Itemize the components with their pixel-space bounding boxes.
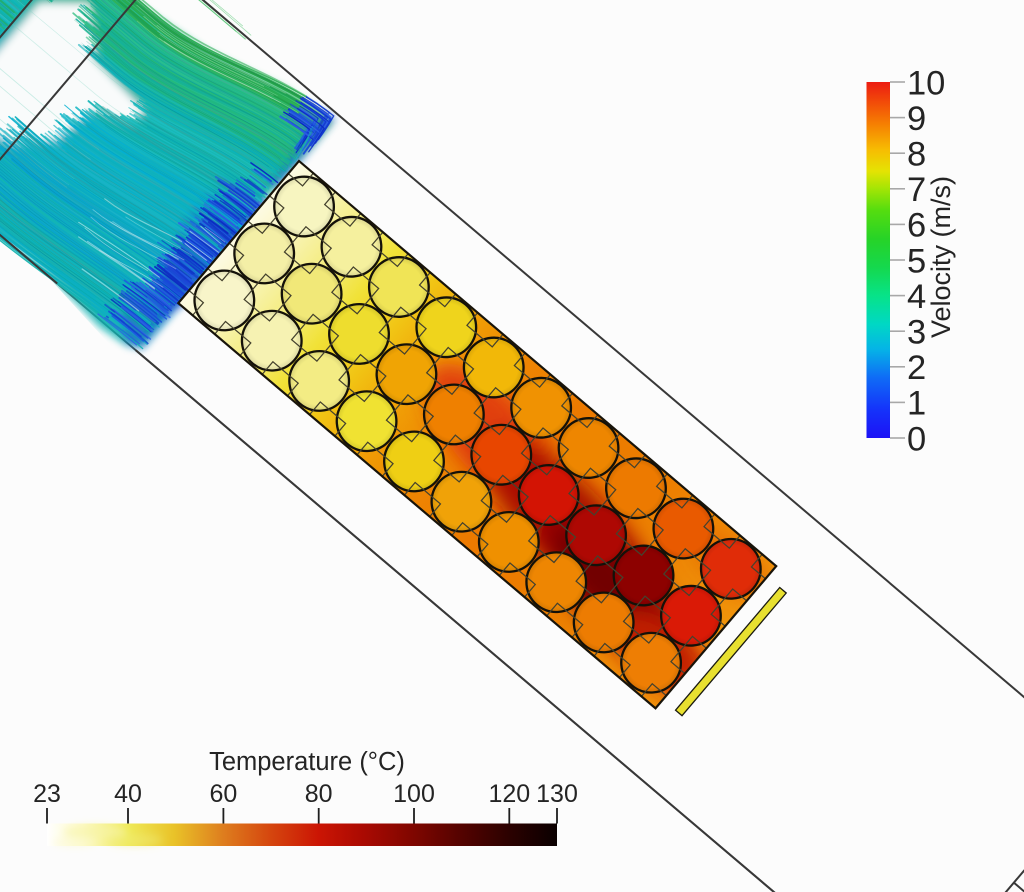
svg-text:3: 3 [907,314,926,352]
svg-text:40: 40 [114,780,142,808]
svg-text:6: 6 [907,207,926,245]
svg-text:5: 5 [907,242,926,280]
svg-text:Temperature (°C): Temperature (°C) [209,748,405,776]
svg-text:120: 120 [488,780,530,808]
svg-text:60: 60 [209,780,237,808]
svg-text:Velocity (m/s): Velocity (m/s) [926,176,956,338]
svg-text:0: 0 [907,420,926,458]
svg-text:7: 7 [907,171,926,209]
svg-text:8: 8 [907,136,926,174]
svg-text:23: 23 [33,780,61,808]
svg-text:4: 4 [907,278,926,316]
svg-text:10: 10 [907,64,945,102]
svg-text:9: 9 [907,100,926,138]
svg-text:2: 2 [907,349,926,387]
svg-text:100: 100 [393,780,435,808]
svg-text:130: 130 [536,780,578,808]
svg-text:80: 80 [305,780,333,808]
svg-text:1: 1 [907,385,926,423]
